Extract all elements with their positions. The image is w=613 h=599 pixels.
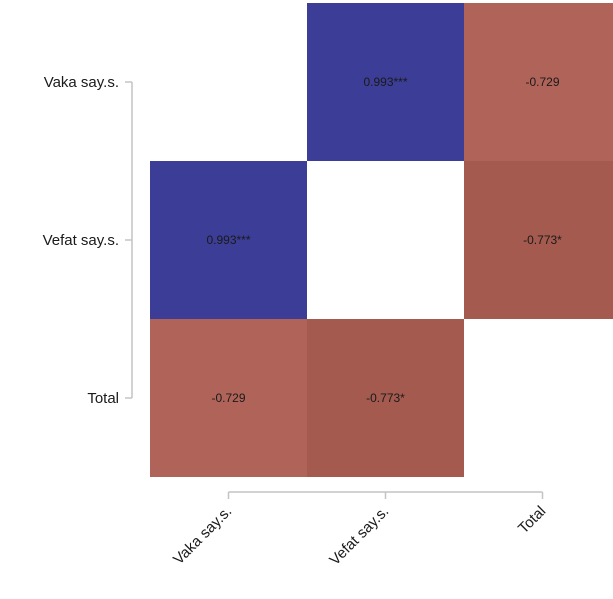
- cell-value-label: -0.773*: [523, 233, 562, 247]
- heatmap-cell-r2-c1: [307, 319, 464, 477]
- cell-value-label: 0.993***: [363, 75, 407, 89]
- heatmap-cell-r1-c0: [150, 161, 307, 319]
- cell-value-label: 0.993***: [206, 233, 250, 247]
- heatmap-cell-r1-c2: [464, 161, 613, 319]
- y-tick-label: Vaka say.s.: [44, 74, 119, 91]
- cell-value-label: -0.773*: [366, 391, 405, 405]
- x-tick-label: Total: [515, 503, 549, 537]
- y-tick-label: Total: [87, 390, 119, 407]
- heatmap-cells: 0.993*** -0.729 0.993*** -0.773* -0.729 -0.77…: [150, 3, 613, 477]
- heatmap-cell-r2-c0: [150, 319, 307, 477]
- x-tick-label: Vaka say.s.: [170, 503, 235, 568]
- cell-value-label: -0.729: [525, 75, 559, 89]
- heatmap-cell-r0-c2: [464, 3, 613, 161]
- cell-value-label: -0.729: [211, 391, 245, 405]
- y-tick-label: Vefat say.s.: [43, 232, 119, 249]
- heatmap-cell-r0-c1: [307, 3, 464, 161]
- x-tick-label: Vefat say.s.: [326, 503, 392, 569]
